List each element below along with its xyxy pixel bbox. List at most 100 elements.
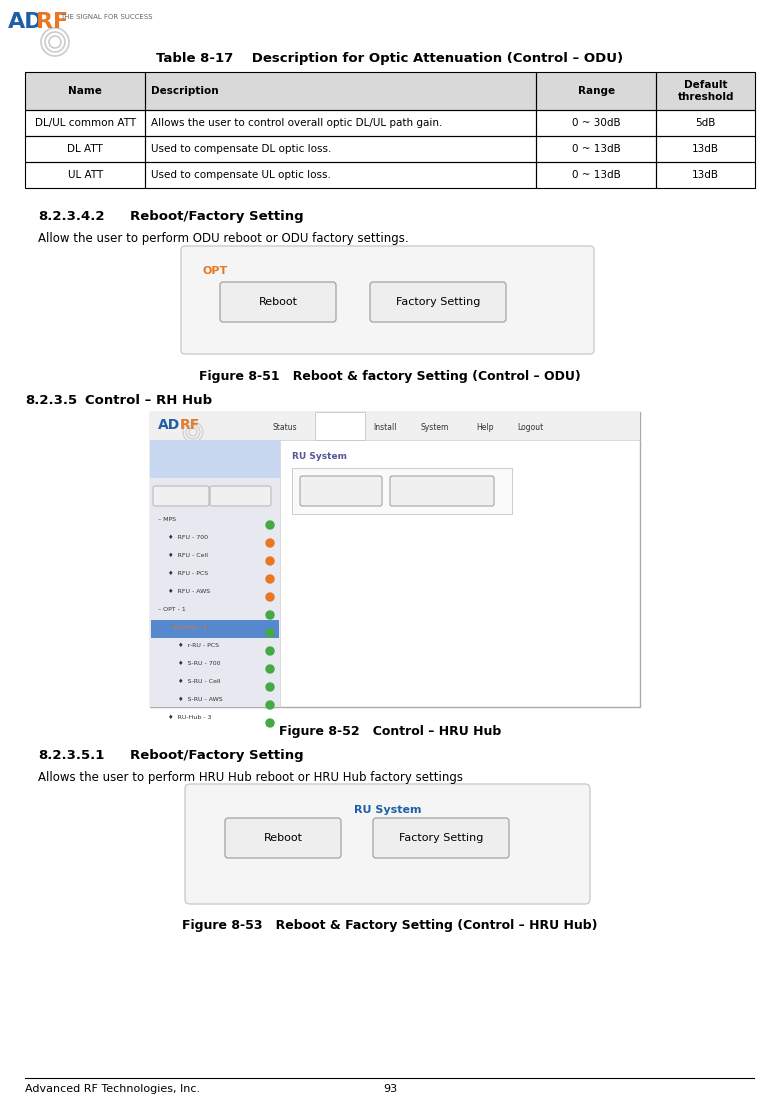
Text: ♦  RU-Hub - 3: ♦ RU-Hub - 3	[168, 715, 212, 720]
Text: 0 ~ 30dB: 0 ~ 30dB	[572, 118, 621, 127]
Text: UL ATT: UL ATT	[68, 170, 103, 180]
FancyBboxPatch shape	[181, 246, 594, 354]
Circle shape	[266, 593, 274, 601]
Text: Factory Setting: Factory Setting	[396, 297, 480, 307]
Text: ADX-DAS-RCU: ADX-DAS-RCU	[156, 448, 215, 457]
Circle shape	[266, 701, 274, 709]
Text: Allows the user to perform HRU Hub reboot or HRU Hub factory settings: Allows the user to perform HRU Hub reboo…	[38, 771, 463, 784]
Text: Reboot: Reboot	[263, 833, 302, 843]
FancyBboxPatch shape	[225, 818, 341, 858]
Bar	[292, 468, 512, 514]
Text: Used to compensate DL optic loss.: Used to compensate DL optic loss.	[151, 144, 332, 154]
Bar	[657, 73, 755, 110]
Bar	[146, 73, 536, 110]
Text: Status: Status	[273, 423, 298, 433]
Text: ♦  RFU - Cell: ♦ RFU - Cell	[168, 553, 208, 558]
Text: ♦  r-RU - PCS: ♦ r-RU - PCS	[178, 643, 219, 648]
Bar	[25, 73, 146, 110]
Text: Name: Name	[69, 86, 102, 96]
Bar	[536, 73, 657, 110]
Bar	[536, 136, 657, 162]
Text: 8.2.3.5: 8.2.3.5	[25, 395, 77, 407]
Text: Collapse All: Collapse All	[222, 493, 259, 499]
Bar	[25, 110, 146, 136]
Bar	[25, 73, 755, 110]
Bar	[25, 136, 146, 162]
Text: Factory Setting: Factory Setting	[413, 487, 471, 496]
Text: ♦  RFU - PCS: ♦ RFU - PCS	[168, 571, 208, 576]
Bar	[146, 110, 536, 136]
Text: DL ATT: DL ATT	[67, 144, 103, 154]
Text: AD: AD	[8, 12, 44, 32]
Bar	[536, 162, 657, 188]
Text: RF: RF	[36, 12, 68, 32]
Text: Site ID : adrf: Site ID : adrf	[156, 460, 199, 466]
Text: Allows the user to control overall optic DL/UL path gain.: Allows the user to control overall optic…	[151, 118, 442, 127]
Text: ♦  S-RU - 700: ♦ S-RU - 700	[178, 660, 220, 666]
Text: 0 ~ 13dB: 0 ~ 13dB	[572, 144, 621, 154]
Text: 13dB: 13dB	[693, 144, 719, 154]
Text: Help: Help	[476, 423, 494, 433]
Circle shape	[266, 647, 274, 655]
Text: 0 ~ 13dB: 0 ~ 13dB	[572, 170, 621, 180]
Bar	[25, 162, 146, 188]
Circle shape	[266, 719, 274, 728]
Text: Install: Install	[373, 423, 397, 433]
Bar	[150, 412, 640, 440]
Text: Advanced RF Technologies, Inc.: Advanced RF Technologies, Inc.	[25, 1084, 200, 1094]
Text: Control – RH Hub: Control – RH Hub	[85, 395, 212, 407]
Bar	[146, 136, 536, 162]
FancyBboxPatch shape	[370, 282, 506, 322]
Circle shape	[266, 539, 274, 547]
Circle shape	[266, 629, 274, 637]
Bar	[150, 440, 280, 707]
Text: 8.2.3.5.1: 8.2.3.5.1	[38, 750, 104, 762]
Text: Reboot/Factory Setting: Reboot/Factory Setting	[130, 210, 304, 223]
Text: Default
threshold: Default threshold	[678, 80, 734, 102]
Bar	[536, 110, 657, 136]
Text: Description: Description	[151, 86, 219, 96]
Text: Reboot: Reboot	[327, 487, 354, 496]
Text: Factory Setting: Factory Setting	[399, 833, 483, 843]
Text: Figure 8-52   Control – HRU Hub: Figure 8-52 Control – HRU Hub	[279, 725, 501, 739]
Circle shape	[266, 682, 274, 691]
Text: Figure 8-53   Reboot & Factory Setting (Control – HRU Hub): Figure 8-53 Reboot & Factory Setting (Co…	[182, 919, 597, 932]
Text: RU System: RU System	[292, 452, 347, 460]
Text: 13dB: 13dB	[693, 170, 719, 180]
FancyBboxPatch shape	[153, 486, 209, 506]
Text: DL/UL common ATT: DL/UL common ATT	[34, 118, 136, 127]
Text: AD: AD	[158, 418, 180, 432]
Text: Reboot/Factory Setting: Reboot/Factory Setting	[130, 750, 304, 762]
FancyBboxPatch shape	[185, 784, 590, 904]
Text: OPT: OPT	[203, 266, 228, 276]
Text: – RU-Hub - 2: – RU-Hub - 2	[168, 625, 207, 630]
Text: Used to compensate UL optic loss.: Used to compensate UL optic loss.	[151, 170, 331, 180]
Text: Reboot: Reboot	[259, 297, 298, 307]
Text: Figure 8-51   Reboot & factory Setting (Control – ODU): Figure 8-51 Reboot & factory Setting (Co…	[199, 370, 581, 382]
Text: ♦  RFU - AWS: ♦ RFU - AWS	[168, 589, 210, 593]
Circle shape	[266, 665, 274, 673]
Text: 8.2.3.4.2: 8.2.3.4.2	[38, 210, 104, 223]
Text: ♦  S-RU - AWS: ♦ S-RU - AWS	[178, 697, 223, 702]
Bar	[657, 162, 755, 188]
Text: RF: RF	[180, 418, 200, 432]
Text: Range: Range	[578, 86, 615, 96]
Bar	[315, 412, 365, 440]
Circle shape	[266, 575, 274, 582]
Text: – MPS: – MPS	[158, 517, 176, 522]
Circle shape	[266, 557, 274, 565]
Text: Logout: Logout	[517, 423, 543, 433]
Text: Table 8-17    Description for Optic Attenuation (Control – ODU): Table 8-17 Description for Optic Attenua…	[157, 52, 623, 65]
Circle shape	[266, 521, 274, 529]
Text: RU System: RU System	[354, 804, 421, 815]
FancyBboxPatch shape	[373, 818, 509, 858]
FancyBboxPatch shape	[220, 282, 336, 322]
Text: 5dB: 5dB	[696, 118, 716, 127]
FancyBboxPatch shape	[210, 486, 271, 506]
Text: 93: 93	[383, 1084, 397, 1094]
Text: ♦  S-RU - Cell: ♦ S-RU - Cell	[178, 679, 220, 684]
Bar	[657, 136, 755, 162]
Text: – OPT - 1: – OPT - 1	[158, 607, 185, 612]
Bar	[146, 162, 536, 188]
FancyBboxPatch shape	[300, 476, 382, 506]
